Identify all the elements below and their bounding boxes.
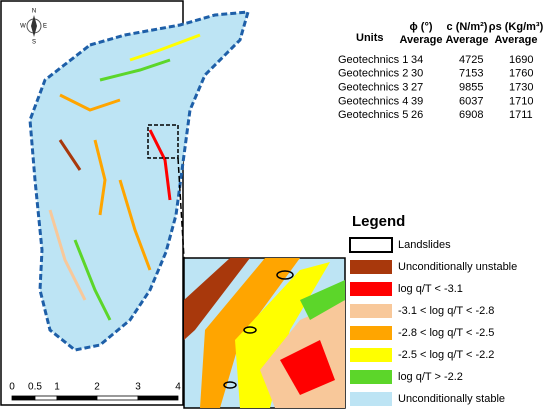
scale-label: 1 [54, 382, 60, 393]
patch [59, 93, 121, 112]
scale-label: 2 [94, 382, 100, 393]
susceptibility-patches [48, 33, 201, 321]
table-cell: 4725 [459, 54, 483, 66]
zoom-connector [177, 157, 185, 259]
scale-segment [11, 395, 36, 401]
legend-title: Legend [352, 213, 405, 230]
legend-label: -2.8 < log q/T < -2.5 [398, 327, 494, 339]
zoom-box [147, 124, 179, 159]
table-header-sub: Average [445, 34, 488, 46]
table-cell: 9855 [459, 82, 483, 94]
patch [73, 239, 112, 321]
table-cell: Geotechnics 2 [338, 68, 408, 80]
compass-s: S [32, 40, 36, 46]
table-header-sub: Average [399, 34, 442, 46]
legend-label: Unconditionally unstable [398, 261, 517, 273]
compass-e: E [43, 24, 47, 30]
inset-patch [184, 258, 250, 340]
legend-swatch [350, 260, 392, 274]
inset-patch [200, 258, 300, 408]
legend-swatch [350, 282, 392, 296]
table-cell: Geotechnics 1 [338, 54, 408, 66]
table-cell: Geotechnics 3 [338, 82, 408, 94]
table-cell: 1730 [509, 82, 533, 94]
table-cell: 7153 [459, 68, 483, 80]
patch [148, 129, 172, 201]
table-header: c (N/m²) [447, 21, 488, 33]
patch [93, 139, 107, 216]
legend-swatch [350, 392, 392, 406]
legend-label: log q/T > -2.2 [398, 371, 463, 383]
patch [58, 139, 82, 171]
table-cell: 6908 [459, 109, 483, 121]
table-header-sub: Average [494, 34, 537, 46]
compass-w: W [20, 24, 26, 30]
scale-label: 0 [9, 382, 15, 393]
table-header: Units [356, 32, 384, 44]
table-header: ρs (Kg/m³) [489, 21, 544, 33]
legend-label: Landslides [398, 239, 451, 251]
scale-label: 3 [135, 382, 141, 393]
table-cell: 27 [411, 82, 423, 94]
inset-map [183, 257, 346, 409]
compass-n: N [32, 9, 36, 15]
table-cell: 1760 [509, 68, 533, 80]
table-cell: 1690 [509, 54, 533, 66]
table-cell: 1711 [509, 109, 533, 121]
legend-swatch [350, 348, 392, 362]
landslide [276, 270, 294, 280]
inset-patch [300, 280, 345, 320]
legend-label: Unconditionally stable [398, 393, 505, 405]
scale-label: 0.5 [28, 382, 42, 393]
patch [99, 58, 171, 82]
scale-segment [34, 395, 58, 401]
inset-patch [280, 340, 335, 395]
patch [118, 179, 152, 271]
patch [129, 33, 201, 62]
table-cell: 1710 [509, 95, 533, 107]
landslide [243, 326, 257, 334]
table-cell: Geotechnics 5 [338, 109, 408, 121]
scale-segment [56, 395, 98, 401]
scale-segment [137, 395, 179, 401]
legend-swatch [350, 304, 392, 318]
table-cell: 6037 [459, 95, 483, 107]
table-cell: 26 [411, 109, 423, 121]
table-cell: 34 [411, 54, 423, 66]
legend-label: -3.1 < log q/T < -2.8 [398, 305, 494, 317]
legend-swatch [350, 370, 392, 384]
compass-needle [31, 15, 37, 37]
compass: N S E W [20, 9, 47, 46]
landslide [223, 381, 237, 389]
legend-label: log q/T < -3.1 [398, 283, 463, 295]
table-cell: Geotechnics 4 [338, 95, 408, 107]
table-header: ϕ (°) [409, 21, 432, 33]
legend-swatch [349, 237, 393, 253]
table-cell: 30 [411, 68, 423, 80]
legend-swatch [350, 326, 392, 340]
legend-label: -2.5 < log q/T < -2.2 [398, 349, 494, 361]
scale-label: 4 [175, 382, 181, 393]
patch [48, 209, 87, 301]
scale-segment [96, 395, 139, 401]
table-cell: 39 [411, 95, 423, 107]
